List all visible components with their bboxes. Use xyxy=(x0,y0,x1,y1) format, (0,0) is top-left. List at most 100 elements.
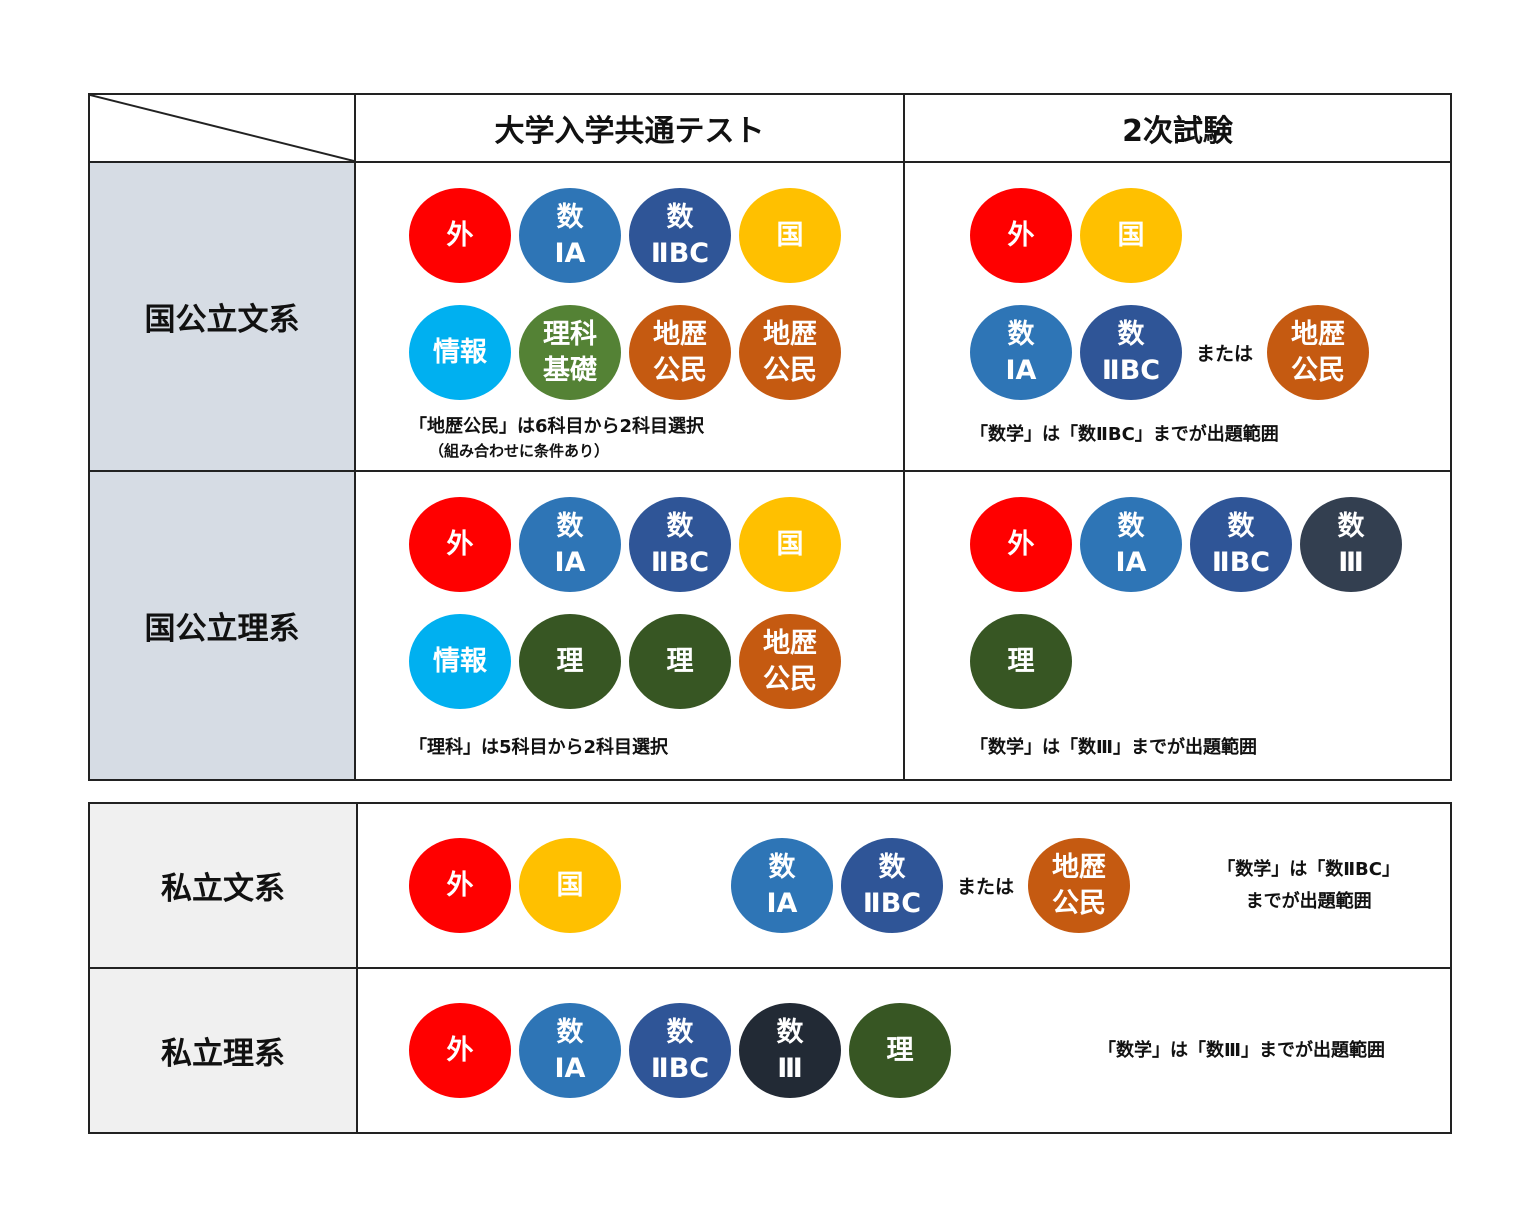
circle-row: 外 数 ⅠA 数 ⅡBC 国 xyxy=(409,497,903,592)
row-label: 私立理系 xyxy=(161,1036,285,1072)
header-text: 2次試験 xyxy=(1122,114,1233,149)
subject-circle: 情報 xyxy=(409,305,511,400)
subject-circle: 数 ⅡBC xyxy=(1190,497,1292,592)
subject-label: 地歴 xyxy=(763,318,817,350)
subject-label: 数 xyxy=(666,201,694,233)
subject-label: 公民 xyxy=(763,663,817,695)
subject-label: ⅠA xyxy=(554,1052,586,1084)
subject-label: 情報 xyxy=(433,336,487,368)
subject-circle: 外 xyxy=(409,497,511,592)
subject-circle: 数 ⅠA xyxy=(970,305,1072,400)
circle-row: 情報 理 理 地歴 公民 xyxy=(409,614,903,709)
note-block: 「数学」は「数ⅡBC」 までが出題範囲 xyxy=(1217,854,1400,918)
subject-circle: 外 xyxy=(409,1003,511,1098)
subject-label: 数 xyxy=(556,201,584,233)
subject-circle: 地歴 公民 xyxy=(629,305,731,400)
subject-circle: 外 xyxy=(409,838,511,933)
subject-circle: 理 xyxy=(970,614,1072,709)
note: 「数学」は「数Ⅲ」までが出題範囲 xyxy=(970,737,1258,758)
row-label-cell: 私立文系 xyxy=(88,802,358,969)
subject-circle: 外 xyxy=(970,188,1072,283)
notes: 「数学」は「数ⅡBC」までが出題範囲 xyxy=(970,422,1450,448)
subject-label: 数 xyxy=(1117,318,1145,350)
circle-lines: 外数 ⅠA 数 ⅡBC 国情報 理科 基礎 地歴 公民 地歴 公民 xyxy=(409,188,903,400)
subject-label: 理 xyxy=(1007,645,1035,677)
row-label: 国公立理系 xyxy=(144,611,300,647)
subject-label: ⅠA xyxy=(1115,546,1147,578)
header-text: 大学入学共通テスト xyxy=(494,114,765,149)
circle-row: 外国 xyxy=(970,188,1450,283)
circle-row: 外 数 ⅠA 数 ⅡBC 数 Ⅲ 理 xyxy=(409,1003,951,1098)
subject-label: 数 xyxy=(556,510,584,542)
note: 「理科」は5科目から2科目選択 xyxy=(409,737,669,758)
subject-label: ⅠA xyxy=(554,237,586,269)
subject-circle: 数 ⅡBC xyxy=(841,838,943,933)
subject-label: 理科 xyxy=(543,318,597,350)
subject-label: 数 xyxy=(556,1016,584,1048)
subject-label: Ⅲ xyxy=(777,1052,803,1084)
subject-label: 数 xyxy=(1227,510,1255,542)
content-cell: 外数 ⅠA 数 ⅡBC 国情報 理科 基礎 地歴 公民 地歴 公民 「地歴公民」は6科目から2科目選択… xyxy=(354,161,905,472)
subject-circle: 地歴 公民 xyxy=(1028,838,1131,933)
note: 「地歴公民」は6科目から2科目選択 xyxy=(409,416,705,437)
subject-label: ⅠA xyxy=(766,887,798,919)
subject-circle: 外 xyxy=(970,497,1072,592)
subject-circle: 情報 xyxy=(409,614,511,709)
subject-circle: 数 ⅡBC xyxy=(1080,305,1182,400)
subject-label: 公民 xyxy=(763,354,817,386)
subject-label: 理 xyxy=(556,645,584,677)
row-label: 国公立文系 xyxy=(144,302,300,338)
subject-circle: 数 ⅠA xyxy=(1080,497,1182,592)
subject-circle: 地歴 公民 xyxy=(739,614,841,709)
subject-label: 理 xyxy=(666,645,694,677)
subject-circle: 数 ⅠA xyxy=(731,838,833,933)
subject-label: ⅡBC xyxy=(1211,546,1271,578)
subject-circle: 数 ⅡBC xyxy=(629,188,731,283)
subject-circle: 国 xyxy=(739,497,841,592)
circle-row: 理 xyxy=(970,614,1450,709)
subject-circle: 国 xyxy=(519,838,621,933)
subject-label: ⅡBC xyxy=(650,1052,710,1084)
subject-label: 数 xyxy=(1117,510,1145,542)
subject-label: 数 xyxy=(1337,510,1365,542)
subject-label: 外 xyxy=(446,1034,474,1066)
subject-circle: 国 xyxy=(739,188,841,283)
subject-circle: 数 ⅠA xyxy=(519,188,621,283)
note: 「数学」は「数ⅡBC」までが出題範囲 xyxy=(970,424,1279,445)
subject-label: 数 xyxy=(1007,318,1035,350)
subject-circle: 理科 基礎 xyxy=(519,305,621,400)
subject-label: ⅠA xyxy=(554,546,586,578)
content-cell: 外 数 ⅠA 数 ⅡBC 国情報 理 理 地歴 公民「理科」は5科目から2科目選択 xyxy=(354,470,905,781)
subject-circle: 数 ⅠA xyxy=(519,1003,621,1098)
subject-circle: 理 xyxy=(849,1003,951,1098)
subject-label: 数 xyxy=(768,851,796,883)
circle-row: 外数 ⅠA 数 ⅡBC 数 Ⅲ xyxy=(970,497,1450,592)
subject-label: 外 xyxy=(446,869,474,901)
subject-circle: 外 xyxy=(409,188,511,283)
subject-label: 基礎 xyxy=(543,354,597,386)
note-block: 「数学」は「数Ⅲ」までが出題範囲 xyxy=(1098,1035,1385,1067)
subject-label: 理 xyxy=(886,1034,914,1066)
diagonal xyxy=(90,95,354,161)
circle-row: 数 ⅠA 数 ⅡBC または 地歴 公民 xyxy=(970,305,1450,400)
subject-circle: 地歴 公民 xyxy=(739,305,841,400)
note: までが出題範囲 xyxy=(1245,890,1372,912)
subject-label: 公民 xyxy=(653,354,707,386)
connector-text: または xyxy=(957,876,1015,898)
subject-circle: 理 xyxy=(519,614,621,709)
subject-label: 数 xyxy=(776,1016,804,1048)
header-cell: 2次試験 xyxy=(903,93,1452,163)
subject-circle: 数 ⅡBC xyxy=(629,497,731,592)
subject-label: 国 xyxy=(556,869,584,901)
corner-cell xyxy=(88,93,356,163)
subject-label: 外 xyxy=(1007,528,1035,560)
note: （組み合わせに条件あり） xyxy=(429,442,610,460)
row-label-cell: 国公立理系 xyxy=(88,470,356,781)
circle-row: 外国 xyxy=(409,838,621,933)
subject-circle: 数 ⅠA xyxy=(519,497,621,592)
note: 「数学」は「数Ⅲ」までが出題範囲 xyxy=(1097,1039,1385,1061)
subject-label: 国 xyxy=(776,219,804,251)
circle-row: 情報 理科 基礎 地歴 公民 地歴 公民 xyxy=(409,305,903,400)
